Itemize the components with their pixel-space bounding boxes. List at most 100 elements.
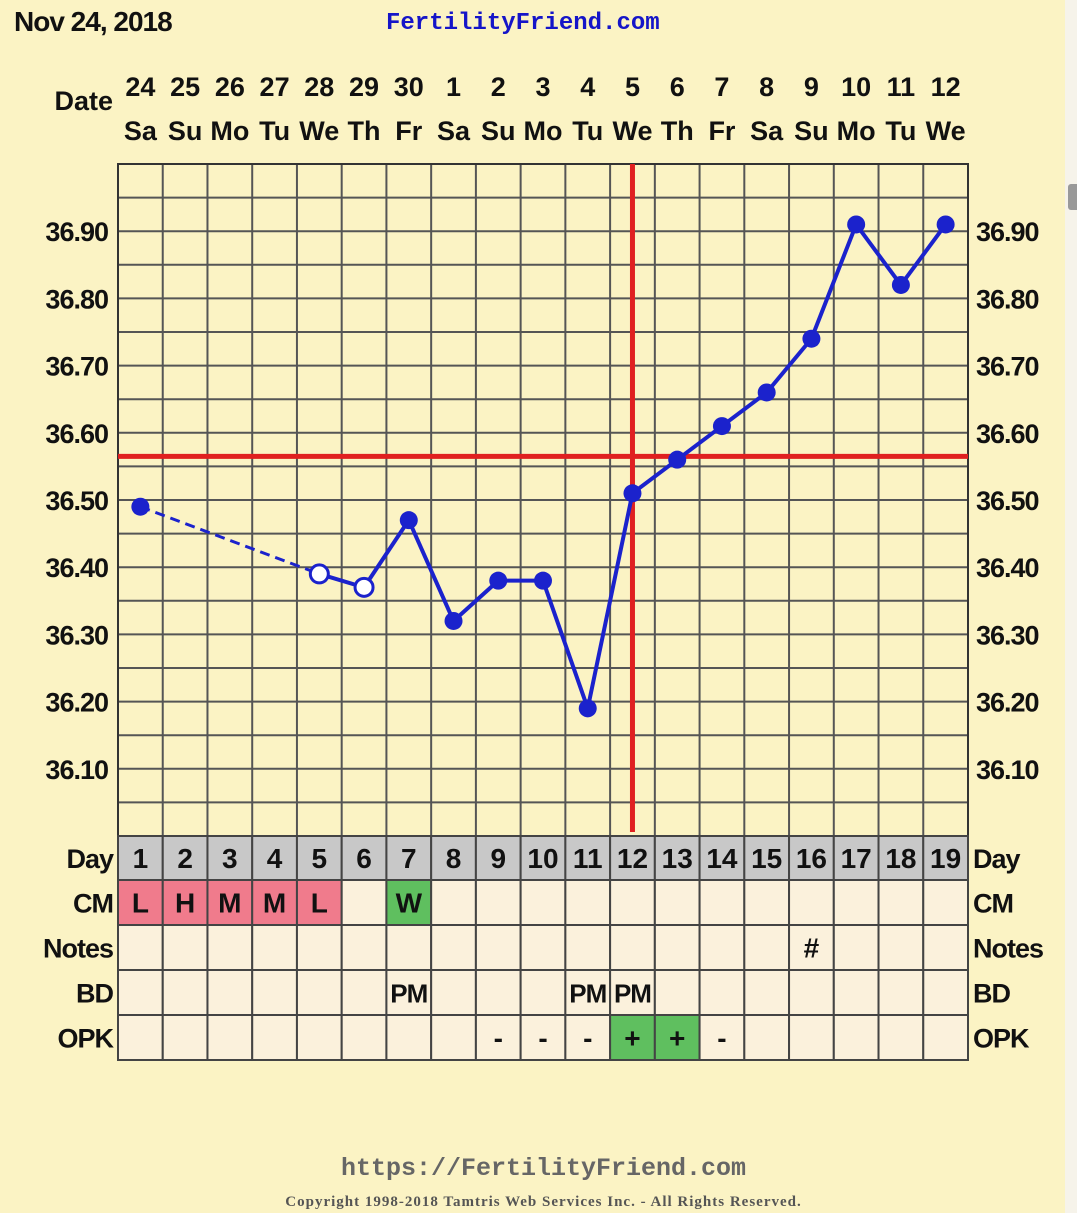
weekday-label: Su bbox=[481, 116, 516, 146]
notes-cell bbox=[653, 924, 701, 971]
date-label: 1 bbox=[446, 72, 461, 102]
opk-value: + bbox=[669, 1023, 685, 1054]
date-label: 27 bbox=[260, 72, 290, 102]
bd-cell bbox=[385, 969, 433, 1016]
cm-value: H bbox=[175, 888, 195, 919]
temp-line-gap bbox=[139, 505, 320, 576]
temp-line-segment bbox=[452, 579, 500, 623]
bd-cell bbox=[430, 969, 477, 1016]
cm-cell bbox=[653, 879, 701, 926]
y-tick-right: 36.30 bbox=[976, 620, 1039, 650]
footer-copyright: Copyright 1998-2018 Tamtris Web Services… bbox=[285, 1194, 802, 1210]
temp-point-discarded bbox=[353, 576, 375, 598]
chart-date: Nov 24, 2018 bbox=[14, 6, 173, 37]
temp-point bbox=[578, 699, 597, 718]
date-label: 7 bbox=[714, 72, 729, 102]
weekday-label: Fr bbox=[708, 116, 735, 146]
day-value: 12 bbox=[617, 843, 648, 874]
cm-cell bbox=[877, 879, 925, 926]
y-tick-right: 36.60 bbox=[976, 419, 1039, 449]
date-label: 12 bbox=[931, 72, 961, 102]
opk-cell bbox=[295, 1014, 343, 1061]
scroll-edge bbox=[1065, 0, 1077, 1213]
date-label: 4 bbox=[580, 72, 595, 102]
date-label: 8 bbox=[759, 72, 774, 102]
weekday-label: We bbox=[926, 116, 966, 146]
day-value: 9 bbox=[490, 843, 506, 874]
bd-cell bbox=[698, 969, 746, 1016]
day-cell bbox=[251, 835, 298, 881]
scroll-handle[interactable] bbox=[1068, 184, 1077, 210]
bd-cell bbox=[788, 969, 835, 1016]
day-value: 13 bbox=[662, 843, 693, 874]
temp-line-segment bbox=[631, 458, 679, 495]
site-title[interactable]: FertilityFriend.com bbox=[386, 10, 660, 37]
y-tick-right: 36.40 bbox=[976, 553, 1039, 583]
notes-cell bbox=[117, 924, 164, 971]
bd-value: PM bbox=[614, 979, 651, 1009]
day-cell bbox=[922, 835, 970, 881]
opk-value: - bbox=[494, 1023, 503, 1054]
notes-row-label-right: Notes bbox=[973, 934, 1043, 964]
notes-cell bbox=[922, 924, 970, 971]
day-value: 3 bbox=[222, 843, 238, 874]
y-tick-left: 36.50 bbox=[45, 486, 108, 516]
day-value: 17 bbox=[841, 843, 872, 874]
y-tick-left: 36.90 bbox=[45, 217, 108, 247]
weekday-label: Sa bbox=[437, 116, 471, 146]
notes-cell bbox=[564, 924, 612, 971]
bd-cell bbox=[117, 969, 164, 1016]
opk-cell bbox=[206, 1014, 254, 1061]
date-label: 24 bbox=[125, 72, 155, 102]
cm-cell bbox=[698, 879, 746, 926]
cm-cell bbox=[474, 879, 522, 926]
y-tick-left: 36.20 bbox=[45, 688, 108, 718]
opk-cell bbox=[430, 1014, 477, 1061]
opk-cell bbox=[251, 1014, 298, 1061]
date-label: 25 bbox=[170, 72, 200, 102]
bd-cell bbox=[653, 969, 701, 1016]
date-label: 5 bbox=[625, 72, 640, 102]
opk-row-label-right: OPK bbox=[973, 1024, 1030, 1054]
notes-cell bbox=[340, 924, 388, 971]
weekday-label: We bbox=[299, 116, 339, 146]
day-row-label-right: Day bbox=[973, 844, 1021, 874]
day-value: 5 bbox=[312, 843, 328, 874]
day-value: 4 bbox=[267, 843, 283, 874]
y-tick-left: 36.40 bbox=[45, 553, 108, 583]
opk-cell bbox=[877, 1014, 925, 1061]
y-tick-left: 36.60 bbox=[45, 419, 108, 449]
weekday-label: Tu bbox=[572, 116, 603, 146]
day-cell bbox=[117, 835, 164, 881]
cm-value: L bbox=[132, 888, 149, 919]
bd-cell bbox=[251, 969, 298, 1016]
day-value: 14 bbox=[706, 843, 738, 874]
day-row-label-left: Day bbox=[66, 844, 114, 874]
date-label: 26 bbox=[215, 72, 245, 102]
temp-point bbox=[757, 383, 776, 402]
weekday-label: Mo bbox=[524, 116, 563, 146]
day-value: 19 bbox=[930, 843, 961, 874]
day-value: 2 bbox=[177, 843, 193, 874]
bd-value: PM bbox=[569, 979, 606, 1009]
date-label: 30 bbox=[394, 72, 424, 102]
day-value: 16 bbox=[796, 843, 827, 874]
temp-point bbox=[936, 215, 955, 234]
cm-cell bbox=[922, 879, 970, 926]
opk-cell bbox=[653, 1014, 701, 1061]
weekday-label: Su bbox=[794, 116, 829, 146]
notes-cell bbox=[251, 924, 298, 971]
weekday-label: Th bbox=[661, 116, 694, 146]
date-label: 29 bbox=[349, 72, 379, 102]
bd-cell bbox=[340, 969, 388, 1016]
weekday-label: Fr bbox=[395, 116, 422, 146]
date-label: 9 bbox=[804, 72, 819, 102]
bd-cell bbox=[832, 969, 880, 1016]
opk-cell bbox=[117, 1014, 164, 1061]
temp-line-segment bbox=[676, 424, 724, 462]
opk-cell bbox=[788, 1014, 835, 1061]
notes-value: # bbox=[804, 933, 820, 964]
opk-value: - bbox=[538, 1023, 547, 1054]
footer-url[interactable]: https://FertilityFriend.com bbox=[340, 1154, 747, 1183]
